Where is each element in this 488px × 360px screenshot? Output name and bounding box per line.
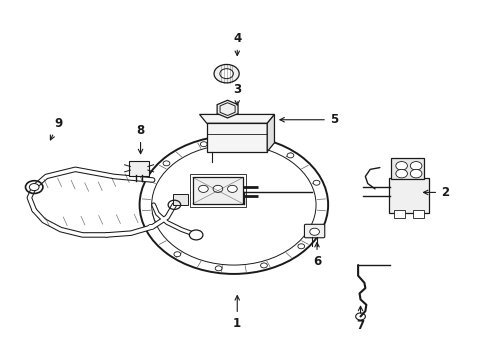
Polygon shape: [266, 114, 274, 152]
Circle shape: [200, 142, 207, 147]
Circle shape: [409, 169, 421, 178]
Text: 9: 9: [50, 117, 62, 140]
Text: 4: 4: [233, 32, 241, 55]
Circle shape: [220, 69, 233, 78]
Circle shape: [213, 185, 223, 192]
Text: 2: 2: [423, 186, 448, 199]
Circle shape: [409, 162, 421, 170]
Circle shape: [147, 224, 154, 229]
Circle shape: [395, 162, 407, 170]
Text: 5: 5: [279, 113, 337, 126]
Circle shape: [309, 228, 319, 235]
Text: 3: 3: [233, 83, 241, 105]
Circle shape: [395, 169, 407, 178]
Circle shape: [312, 180, 319, 185]
FancyBboxPatch shape: [129, 161, 148, 176]
Circle shape: [297, 244, 304, 249]
FancyBboxPatch shape: [390, 158, 424, 179]
Circle shape: [174, 252, 181, 257]
Circle shape: [163, 161, 169, 166]
Circle shape: [227, 185, 237, 192]
Circle shape: [29, 184, 39, 191]
Text: 8: 8: [136, 124, 144, 154]
Circle shape: [198, 185, 208, 192]
FancyBboxPatch shape: [388, 177, 428, 213]
Circle shape: [214, 64, 239, 83]
Text: 7: 7: [356, 306, 364, 332]
Polygon shape: [206, 123, 266, 152]
Polygon shape: [173, 194, 187, 205]
Circle shape: [189, 230, 203, 240]
Text: 1: 1: [233, 296, 241, 330]
Circle shape: [286, 153, 293, 158]
FancyBboxPatch shape: [412, 211, 423, 217]
Text: 6: 6: [312, 243, 321, 268]
FancyBboxPatch shape: [393, 211, 404, 217]
Circle shape: [260, 263, 267, 268]
Circle shape: [245, 139, 252, 144]
Circle shape: [215, 266, 222, 271]
Polygon shape: [199, 114, 274, 123]
FancyBboxPatch shape: [192, 177, 243, 204]
FancyBboxPatch shape: [304, 224, 324, 238]
Polygon shape: [217, 100, 238, 118]
